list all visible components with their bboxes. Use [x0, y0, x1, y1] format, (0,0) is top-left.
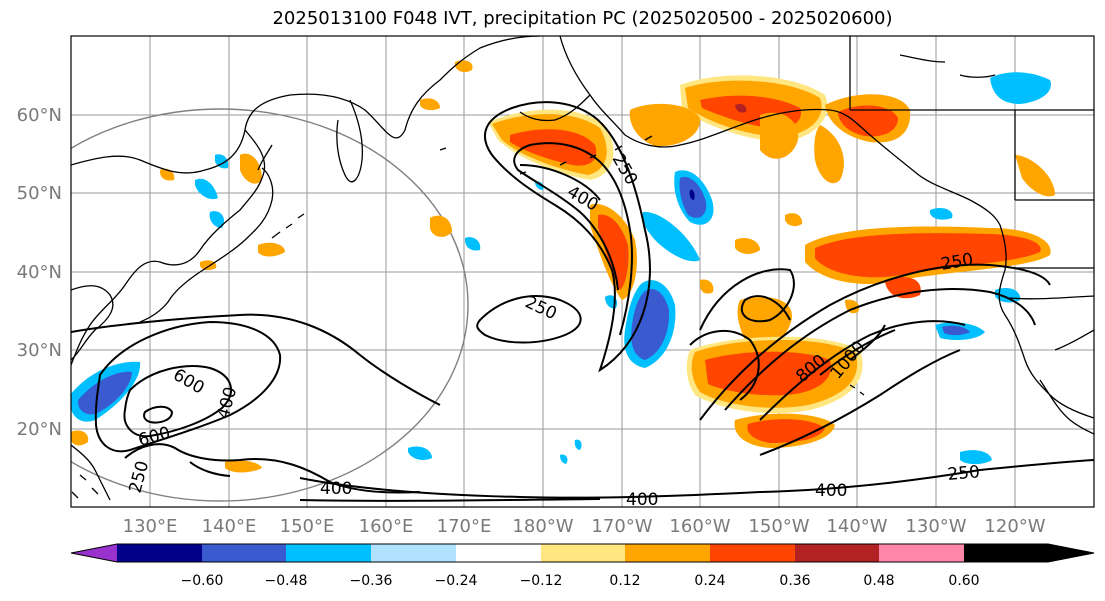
colorbar-tick-label: −0.36	[350, 573, 393, 589]
colorbar-extend-high	[964, 544, 1094, 562]
contour-label: 600	[170, 365, 208, 399]
contour-label: 250	[126, 459, 154, 496]
lat-label: 60°N	[17, 105, 62, 126]
colorbar-tick-label: −0.60	[181, 573, 224, 589]
colorbar-tick-label: 0.12	[609, 573, 640, 589]
latitude-labels: 60°N 50°N 40°N 30°N 20°N	[17, 105, 62, 440]
colorbar-tick-label: 0.24	[694, 573, 725, 589]
contour-label: 600	[136, 423, 173, 451]
contour-label: 400	[320, 479, 352, 499]
lon-label: 150°E	[280, 516, 335, 537]
lat-label: 50°N	[17, 183, 62, 204]
ivt-contours	[71, 101, 1094, 502]
map-frame	[70, 35, 1095, 508]
lon-label: 180°W	[512, 516, 573, 537]
map-panel: 250 400 250 600 400 600 250 400 400 250 …	[71, 36, 1094, 510]
lon-label: 170°E	[437, 516, 492, 537]
colorbar-segment	[795, 544, 879, 562]
lat-label: 40°N	[17, 262, 62, 283]
contour-label: 250	[939, 250, 974, 275]
colorbar-segment	[371, 544, 456, 562]
contour-label: 400	[214, 385, 242, 422]
lon-label: 130°E	[123, 516, 178, 537]
colorbar-extend-low	[71, 544, 117, 562]
colorbar-segment	[117, 544, 202, 562]
colorbar-tick-label: −0.12	[520, 573, 563, 589]
negative-precip-shading	[71, 72, 1051, 465]
colorbar-segment	[456, 544, 541, 562]
plot-title: 2025013100 F048 IVT, precipitation PC (2…	[272, 8, 893, 29]
lon-label: 170°W	[591, 516, 652, 537]
lon-label: 150°W	[748, 516, 809, 537]
colorbar-segment	[625, 544, 710, 562]
colorbar-segment	[202, 544, 286, 562]
colorbar-tick-label: −0.24	[435, 573, 478, 589]
colorbar-tick-label: −0.48	[265, 573, 308, 589]
lat-label: 20°N	[17, 419, 62, 440]
contour-label: 400	[626, 490, 658, 510]
contour-label: 400	[815, 481, 847, 501]
lat-label: 30°N	[17, 340, 62, 361]
colorbar-segment	[710, 544, 795, 562]
lon-label: 140°E	[202, 516, 257, 537]
lon-label: 130°W	[905, 516, 966, 537]
colorbar-tick-label: 0.36	[779, 573, 810, 589]
longitude-labels: 130°E 140°E 150°E 160°E 170°E 180°W 170°…	[123, 516, 1046, 537]
lon-label: 160°W	[669, 516, 730, 537]
colorbar-segment	[286, 544, 371, 562]
lon-label: 120°W	[984, 516, 1045, 537]
positive-precip-shading	[71, 60, 1055, 473]
contour-label: 250	[947, 462, 981, 485]
contour-label: 250	[522, 292, 560, 324]
colorbar-segment	[541, 544, 625, 562]
range-circle	[71, 108, 469, 502]
colorbar-outline	[70, 543, 1095, 563]
colorbar-segment	[879, 544, 964, 562]
colorbar-tick-label: 0.60	[948, 573, 979, 589]
lon-label: 140°W	[826, 516, 887, 537]
colorbar-tick-label: 0.48	[863, 573, 894, 589]
colorbar: −0.60 −0.48 −0.36 −0.24 −0.12 0.12 0.24 …	[70, 543, 1095, 589]
lon-label: 160°E	[359, 516, 414, 537]
